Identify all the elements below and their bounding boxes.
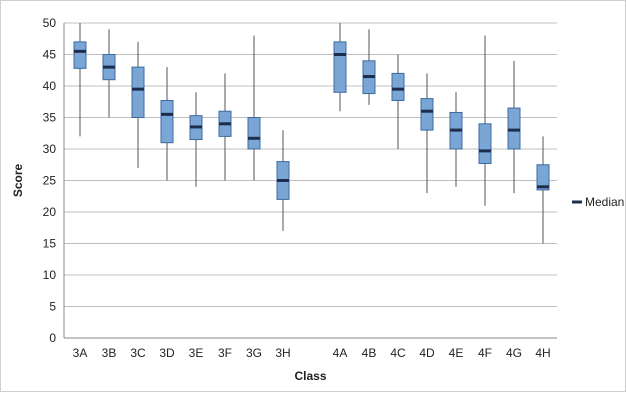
x-tick-label: 4H <box>535 346 550 360</box>
box-3H <box>276 130 290 231</box>
iqr-box <box>420 98 434 131</box>
y-axis-title: Score <box>11 164 25 198</box>
iqr-box <box>333 41 347 93</box>
box-4D <box>420 73 434 194</box>
box-4H <box>536 136 550 244</box>
box-3E <box>189 92 203 187</box>
box-4B <box>362 29 376 105</box>
box-3F <box>218 73 232 181</box>
iqr-box <box>160 99 174 144</box>
y-tick-label: 10 <box>43 268 57 282</box>
y-tick-label: 35 <box>43 111 57 125</box>
x-tick-label: 3B <box>102 346 117 360</box>
iqr-box <box>73 41 87 69</box>
x-tick-label: 4B <box>362 346 377 360</box>
y-tick-label: 45 <box>43 48 57 62</box>
x-axis-title: Class <box>294 369 326 383</box>
x-tick-label: 3F <box>218 346 232 360</box>
box-4F <box>478 35 492 206</box>
legend-median-label: Median <box>585 195 624 209</box>
y-tick-label: 15 <box>43 237 57 251</box>
iqr-box <box>391 72 405 101</box>
iqr-box <box>247 117 261 150</box>
iqr-box <box>536 164 550 191</box>
x-tick-label: 4A <box>333 346 348 360</box>
y-tick-label: 40 <box>43 79 57 93</box>
x-tick-label: 3G <box>246 346 262 360</box>
box-4E <box>449 92 463 187</box>
gridlines <box>64 22 557 339</box>
box-series <box>73 23 550 244</box>
x-tick-label: 3E <box>189 346 204 360</box>
y-tick-label: 20 <box>43 205 57 219</box>
iqr-box <box>131 66 145 118</box>
y-tick-label: 0 <box>49 331 56 345</box>
y-tick-label: 25 <box>43 174 57 188</box>
box-3A <box>73 23 87 137</box>
x-tick-label: 4D <box>419 346 435 360</box>
box-3B <box>102 29 116 118</box>
x-tick-label: 4C <box>390 346 406 360</box>
x-tick-label: 4E <box>449 346 464 360</box>
x-tick-label: 4G <box>506 346 522 360</box>
box-4C <box>391 54 405 149</box>
box-4G <box>507 60 521 194</box>
x-tick-label: 3D <box>159 346 175 360</box>
x-tick-label: 3A <box>73 346 88 360</box>
y-tick-label: 5 <box>49 300 56 314</box>
legend: Median <box>572 195 624 209</box>
y-tick-label: 50 <box>43 16 57 30</box>
y-tick-label: 30 <box>43 142 57 156</box>
box-3C <box>131 41 145 168</box>
y-tick-labels: 0 5 10 15 20 25 30 35 40 45 50 <box>43 16 57 345</box>
iqr-box <box>478 123 492 164</box>
iqr-box <box>507 107 521 150</box>
x-tick-label: 4F <box>478 346 492 360</box>
x-tick-label: 3H <box>275 346 290 360</box>
box-3G <box>247 35 261 181</box>
box-3D <box>160 67 174 181</box>
x-tick-label: 3C <box>130 346 146 360</box>
x-tick-labels: 3A 3B 3C 3D 3E 3F 3G 3H 4A 4B 4C 4D 4E 4F 4G 4H <box>73 346 551 360</box>
box-4A <box>333 23 347 112</box>
